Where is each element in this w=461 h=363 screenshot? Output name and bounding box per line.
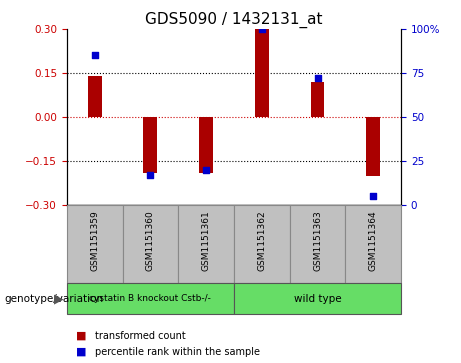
Bar (290, 205, 345, 283)
Bar (311, 82, 325, 117)
Bar (199, 117, 213, 173)
Bar (123, 205, 178, 283)
Text: ▶: ▶ (54, 292, 64, 305)
Text: percentile rank within the sample: percentile rank within the sample (95, 347, 260, 357)
Text: ■: ■ (76, 331, 87, 341)
Bar (255, 29, 269, 117)
Text: GSM1151363: GSM1151363 (313, 211, 322, 271)
Bar (88, 76, 102, 117)
Text: cystatin B knockout Cstb-/-: cystatin B knockout Cstb-/- (89, 294, 211, 303)
Point (91, 53, 98, 58)
Bar (143, 117, 157, 173)
Bar (178, 205, 234, 283)
Bar (234, 205, 290, 283)
Bar (67, 283, 234, 314)
Text: ■: ■ (76, 347, 87, 357)
Text: GSM1151359: GSM1151359 (90, 211, 99, 271)
Point (147, 172, 154, 178)
Point (370, 193, 377, 199)
Text: GSM1151362: GSM1151362 (257, 211, 266, 271)
Point (202, 167, 210, 173)
Bar (234, 283, 401, 314)
Text: transformed count: transformed count (95, 331, 185, 341)
Text: GSM1151361: GSM1151361 (201, 211, 211, 271)
Title: GDS5090 / 1432131_at: GDS5090 / 1432131_at (145, 12, 323, 28)
Bar (366, 117, 380, 176)
Text: GSM1151360: GSM1151360 (146, 211, 155, 271)
Point (314, 76, 321, 81)
Point (258, 26, 266, 32)
Bar (345, 205, 401, 283)
Text: GSM1151364: GSM1151364 (369, 211, 378, 271)
Bar (67, 205, 123, 283)
Text: wild type: wild type (294, 294, 341, 303)
Text: genotype/variation: genotype/variation (5, 294, 104, 303)
